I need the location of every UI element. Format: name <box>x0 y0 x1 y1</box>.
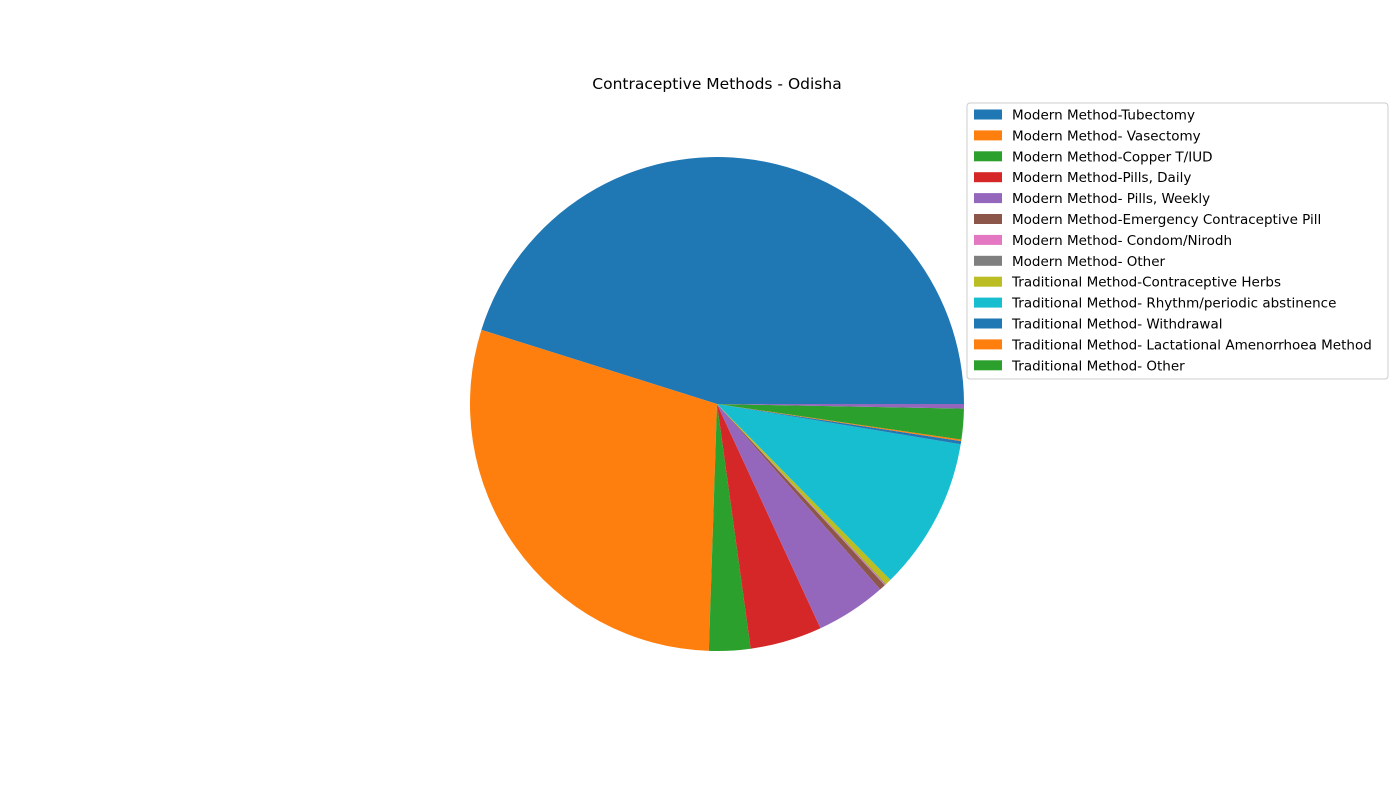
legend-label: Modern Method-Copper T/IUD <box>1012 149 1212 165</box>
pie-slice <box>717 404 886 586</box>
legend-label: Modern Method-Tubectomy <box>1012 108 1195 124</box>
pie-slice <box>717 404 962 442</box>
pie-slice <box>717 404 821 649</box>
legend-label: Modern Method- Other <box>1012 254 1166 270</box>
legend-label: Modern Method-Pills, Daily <box>1012 170 1191 186</box>
pie-slice <box>717 404 885 590</box>
legend-label: Traditional Method- Other <box>1011 358 1185 374</box>
legend-label: Modern Method- Pills, Weekly <box>1012 191 1210 207</box>
legend-label: Traditional Method- Lactational Amenorrh… <box>1011 337 1372 353</box>
pie-slice <box>717 404 962 445</box>
legend-label: Modern Method- Vasectomy <box>1012 128 1201 144</box>
legend-swatch <box>974 172 1002 183</box>
pie-slice <box>717 404 961 580</box>
legend-swatch <box>974 130 1002 141</box>
legend-label: Traditional Method-Contraceptive Herbs <box>1011 275 1281 291</box>
legend-swatch <box>974 339 1002 350</box>
chart-title: Contraceptive Methods - Odisha <box>592 75 841 93</box>
legend-swatch <box>974 234 1002 245</box>
legend-label: Modern Method-Emergency Contraceptive Pi… <box>1012 212 1321 228</box>
pie-slice <box>717 404 881 629</box>
legend-swatch <box>974 318 1002 329</box>
legend-label: Traditional Method- Withdrawal <box>1011 317 1222 333</box>
legend-label: Traditional Method- Rhythm/periodic abst… <box>1011 296 1336 312</box>
pie-slice <box>708 404 751 652</box>
legend-swatch <box>974 214 1002 224</box>
legend-swatch <box>974 255 1002 266</box>
legend-swatch <box>974 276 1002 287</box>
legend-swatch <box>974 109 1002 120</box>
pie-slice <box>469 329 717 651</box>
pie-slice <box>481 156 964 404</box>
pie-slice <box>717 404 891 585</box>
pie-slice <box>717 404 964 440</box>
legend-swatch <box>974 151 1002 162</box>
pie-slice-unlabeled <box>717 404 965 409</box>
pie-slice <box>717 404 886 585</box>
legend-swatch <box>974 297 1002 308</box>
legend-swatch <box>974 193 1002 204</box>
legend: Modern Method-Tubectomy Modern Method- Va… <box>966 102 1389 380</box>
pie-slices <box>469 156 965 652</box>
legend-frame <box>966 102 1389 380</box>
legend-swatch <box>974 360 1002 371</box>
legend-label: Modern Method- Condom/Nirodh <box>1012 233 1232 249</box>
legend-items: Modern Method-Tubectomy Modern Method- Va… <box>974 108 1372 374</box>
